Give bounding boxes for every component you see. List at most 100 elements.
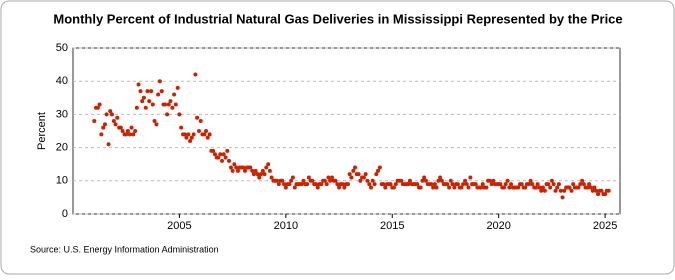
data-point	[102, 122, 107, 127]
data-point	[459, 185, 464, 190]
data-point	[179, 125, 184, 130]
data-point	[95, 105, 100, 110]
data-point	[283, 185, 288, 190]
data-point	[188, 138, 193, 143]
data-point	[173, 102, 178, 107]
data-point	[154, 122, 159, 127]
data-point	[218, 152, 223, 157]
data-point	[260, 168, 265, 173]
data-point	[212, 152, 217, 157]
data-point	[251, 172, 256, 177]
y-tick-label: 10	[56, 175, 68, 187]
data-point	[310, 178, 315, 183]
data-point	[127, 132, 132, 137]
data-point	[374, 172, 379, 177]
data-point	[365, 178, 370, 183]
data-point	[280, 178, 285, 183]
data-point	[526, 182, 531, 187]
data-point	[205, 135, 210, 140]
data-point	[423, 178, 428, 183]
data-point	[152, 119, 157, 124]
data-point	[367, 182, 372, 187]
data-point	[528, 178, 533, 183]
data-point	[438, 175, 443, 180]
data-point	[242, 168, 247, 173]
data-point	[134, 105, 139, 110]
data-point	[290, 175, 295, 180]
data-point	[351, 168, 356, 173]
data-point	[326, 175, 331, 180]
data-point	[399, 178, 404, 183]
data-point	[322, 178, 327, 183]
data-point	[553, 188, 558, 193]
data-point	[455, 182, 460, 187]
data-point	[150, 102, 155, 107]
data-point	[519, 182, 524, 187]
data-point	[172, 92, 177, 97]
data-point	[571, 182, 576, 187]
data-point	[505, 178, 510, 183]
data-point	[109, 112, 114, 117]
data-point	[147, 99, 152, 104]
data-point	[549, 178, 554, 183]
data-point	[330, 175, 335, 180]
data-point	[562, 188, 567, 193]
y-tick-label: 0	[62, 208, 68, 220]
data-point	[257, 175, 262, 180]
source-note: Source: U.S. Energy Information Administ…	[30, 244, 219, 254]
data-point	[266, 162, 271, 167]
data-point	[108, 109, 113, 114]
data-point	[337, 185, 342, 190]
data-point	[432, 182, 437, 187]
data-point	[168, 99, 173, 104]
data-point	[264, 165, 269, 170]
data-point	[248, 165, 253, 170]
data-point	[461, 182, 466, 187]
data-point	[484, 185, 489, 190]
data-point	[353, 165, 358, 170]
data-point	[255, 172, 260, 177]
data-point	[170, 105, 175, 110]
data-point	[445, 182, 450, 187]
data-point	[406, 182, 411, 187]
data-point	[305, 182, 310, 187]
data-point	[191, 132, 196, 137]
data-point	[479, 185, 484, 190]
data-point	[464, 182, 469, 187]
data-point	[234, 165, 239, 170]
data-point	[487, 178, 492, 183]
data-point	[149, 89, 154, 94]
data-point	[468, 175, 473, 180]
data-point	[480, 182, 485, 187]
data-point	[418, 185, 423, 190]
data-point	[230, 168, 235, 173]
data-point	[340, 182, 345, 187]
data-point	[560, 195, 565, 200]
data-point	[603, 192, 608, 197]
data-point	[289, 178, 294, 183]
data-point	[299, 182, 304, 187]
data-point	[393, 182, 398, 187]
data-point	[503, 182, 508, 187]
data-point	[376, 168, 381, 173]
data-point	[274, 178, 279, 183]
x-tick-label: 2025	[593, 220, 617, 232]
data-point	[106, 142, 111, 147]
data-point	[439, 178, 444, 183]
data-point	[555, 185, 560, 190]
data-point	[216, 155, 221, 160]
data-point	[145, 89, 150, 94]
data-point	[124, 132, 129, 137]
data-point	[592, 185, 597, 190]
data-point	[533, 185, 538, 190]
data-point	[301, 178, 306, 183]
data-point	[276, 182, 281, 187]
data-point	[227, 158, 232, 163]
data-point	[175, 85, 180, 90]
data-point	[156, 92, 161, 97]
data-point	[548, 185, 553, 190]
data-point	[345, 182, 350, 187]
data-point	[372, 182, 377, 187]
data-point	[198, 119, 203, 124]
